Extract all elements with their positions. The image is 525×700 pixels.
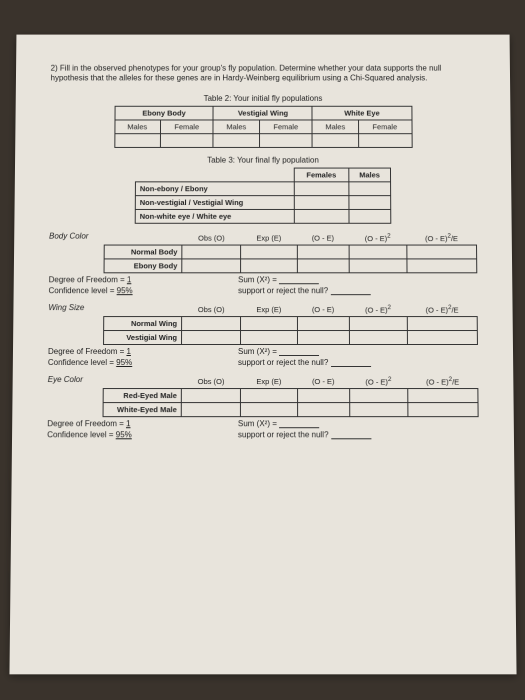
chi-header: (O - E)2/E [407, 375, 477, 389]
t2-s2: Female [160, 120, 213, 134]
chi-header: (O - E)2/E [406, 231, 476, 244]
chi-header: (O - E)2/E [407, 303, 477, 316]
t2-s4: Female [259, 120, 312, 134]
support-label: support or reject the null? [237, 358, 370, 367]
chi-section: Body ColorObs (O)Exp (E)(O - E)(O - E)2(… [48, 231, 477, 294]
conf-label: Confidence level = 95% [48, 286, 198, 295]
chi-row-label: Red-Eyed Male [103, 388, 181, 402]
t3-c2: Males [348, 168, 390, 182]
t3-r1: Non-ebony / Ebony [135, 182, 294, 196]
chi-header: (O - E)2 [349, 375, 407, 389]
section-label: Body Color [49, 231, 104, 240]
chi-row-label: Normal Wing [103, 316, 181, 330]
t2-s3: Males [213, 120, 259, 134]
t2-s1: Males [114, 120, 160, 134]
chi-table: Obs (O)Exp (E)(O - E)(O - E)2(O - E)2/E R… [102, 375, 478, 417]
conf-label: Confidence level = 95% [47, 358, 197, 367]
chi-header: (O - E) [297, 303, 349, 316]
conf-label: Confidence level = 95% [47, 430, 198, 439]
chi-section: Eye ColorObs (O)Exp (E)(O - E)(O - E)2(O… [47, 375, 479, 439]
chi-header: Obs (O) [181, 375, 240, 389]
chi-row-label: Ebony Body [104, 259, 182, 273]
chi-header: Obs (O) [181, 303, 240, 316]
t2-s6: Female [358, 120, 412, 134]
chi-row-label: Normal Body [104, 245, 182, 259]
table3-title: Table 3: Your final fly population [49, 156, 476, 165]
dof-label: Degree of Freedom = 1 [47, 419, 198, 428]
chi-header: Exp (E) [240, 231, 296, 244]
worksheet-page: 2) Fill in the observed phenotypes for y… [9, 35, 516, 675]
t2-h2: Vestigial Wing [213, 106, 312, 120]
sum-label: Sum (X²) = [237, 419, 318, 428]
dof-label: Degree of Freedom = 1 [47, 347, 197, 356]
t2-h1: Ebony Body [114, 106, 213, 120]
chi-table: Obs (O)Exp (E)(O - E)(O - E)2(O - E)2/E N… [103, 231, 477, 273]
t3-r2: Non-vestigial / Vestigial Wing [135, 195, 294, 209]
chi-header: Exp (E) [240, 375, 297, 389]
chi-section: Wing SizeObs (O)Exp (E)(O - E)(O - E)2(O… [47, 303, 477, 367]
t2-s5: Males [312, 120, 358, 134]
table2-title: Table 2: Your initial fly populations [50, 94, 475, 103]
chi-header: (O - E)2 [349, 303, 407, 316]
section-label: Wing Size [48, 303, 103, 312]
chi-header: (O - E)2 [348, 231, 406, 244]
t2-h3: White Eye [312, 106, 411, 120]
chi-row-label: White-Eyed Male [103, 402, 181, 416]
chi-row-label: Vestigial Wing [103, 330, 181, 344]
sum-label: Sum (X²) = [237, 347, 318, 356]
instruction-text: 2) Fill in the observed phenotypes for y… [50, 64, 475, 84]
sum-label: Sum (X²) = [238, 275, 319, 284]
table3: Females Males Non-ebony / Ebony Non-vest… [134, 167, 391, 223]
chi-table: Obs (O)Exp (E)(O - E)(O - E)2(O - E)2/E N… [103, 303, 478, 345]
t3-c1: Females [293, 168, 348, 182]
chi-header: (O - E) [297, 375, 349, 389]
support-label: support or reject the null? [237, 430, 370, 439]
chi-header: Obs (O) [181, 231, 240, 244]
support-label: support or reject the null? [238, 286, 370, 295]
chi-header: (O - E) [296, 231, 348, 244]
table2: Ebony Body Vestigial Wing White Eye Male… [113, 106, 411, 148]
dof-label: Degree of Freedom = 1 [48, 275, 198, 284]
section-label: Eye Color [47, 375, 102, 384]
chi-header: Exp (E) [240, 303, 296, 316]
t3-r3: Non-white eye / White eye [135, 209, 294, 223]
